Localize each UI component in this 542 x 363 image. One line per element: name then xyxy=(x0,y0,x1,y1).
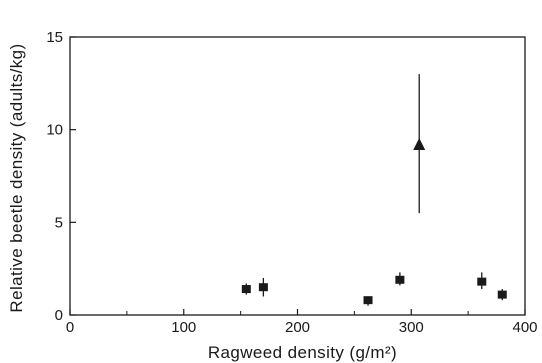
x-tick-label: 0 xyxy=(66,319,74,336)
y-tick-label: 5 xyxy=(55,214,63,231)
x-tick-label: 100 xyxy=(171,319,196,336)
x-tick-label: 400 xyxy=(512,319,537,336)
triangle-marker xyxy=(413,137,426,150)
square-marker xyxy=(241,285,251,294)
y-axis-title: Relative beetle density (adults/kg) xyxy=(7,43,26,312)
x-tick-label: 200 xyxy=(285,319,310,336)
x-axis-title: Ragweed density (g/m²) xyxy=(208,343,397,362)
data-point xyxy=(258,277,268,297)
square-marker xyxy=(477,277,487,286)
data-point xyxy=(477,272,487,290)
square-marker xyxy=(363,296,373,305)
data-point xyxy=(241,283,251,295)
data-point xyxy=(413,74,426,214)
y-tick-label: 0 xyxy=(55,307,63,324)
data-points xyxy=(241,74,507,306)
data-point xyxy=(497,289,507,301)
square-marker xyxy=(258,283,268,292)
y-tick-label: 15 xyxy=(46,29,63,46)
axis-ticks xyxy=(69,36,526,316)
y-tick-label: 10 xyxy=(46,122,63,139)
square-marker xyxy=(395,275,405,284)
x-tick-label: 300 xyxy=(399,319,424,336)
data-point xyxy=(395,272,405,286)
data-point xyxy=(363,296,373,306)
axis-tick-labels: 0 100 200 300 400 0 5 10 15 xyxy=(46,29,537,336)
plot-frame xyxy=(69,36,526,316)
square-marker xyxy=(497,290,507,299)
